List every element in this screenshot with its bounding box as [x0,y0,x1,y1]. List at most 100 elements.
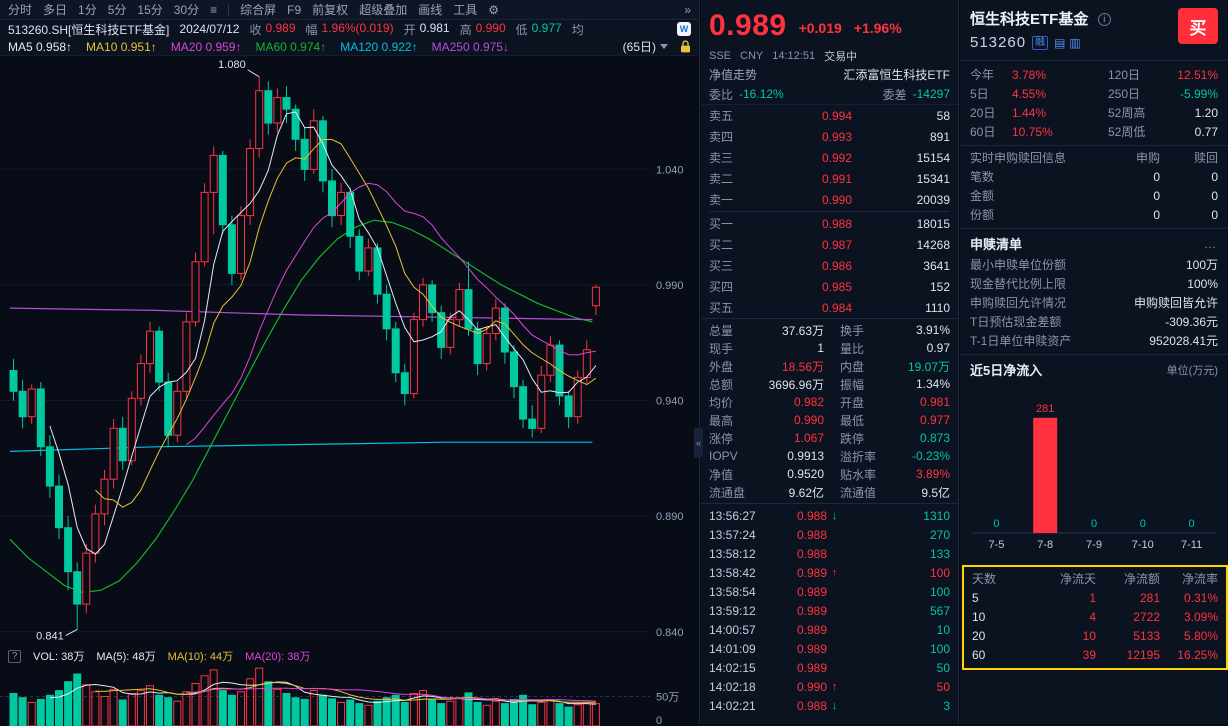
detail-label: T日预估现金差额 [970,313,1165,330]
period-tab[interactable]: 15分 [137,1,162,18]
period-tab[interactable]: 多日 [43,1,67,18]
date-label: 2024/07/12 [179,22,239,36]
tick-price: 0.989 [775,566,827,580]
related-fund-link[interactable]: 汇添富恒生科技ETF [843,66,950,83]
svg-text:0: 0 [1189,518,1195,530]
subscription-value: 0 [1160,170,1218,184]
period-selector[interactable]: (65日) [623,38,668,55]
stats-label: 内盘 [840,358,886,375]
nav-trend-link[interactable]: 净值走势 [709,66,757,83]
wencai-icon[interactable]: W [677,22,691,36]
flow-section-header: 近5日净流入 单位(万元) [960,354,1228,381]
order-book-level-label: 卖五 [709,107,749,124]
help-icon[interactable]: ? [8,650,21,663]
tick-volume: 10 [842,623,950,637]
order-book-price: 0.992 [749,151,878,165]
tick-volume: 270 [842,528,950,542]
toolbar-item[interactable]: 综合屏 [240,1,276,18]
subscription-row-label: 份额 [970,206,1102,223]
gear-icon[interactable]: ⚙ [488,3,499,17]
perf-label: 52周低 [1108,123,1160,140]
order-book-level-label: 买四 [709,278,749,295]
tick-volume: 133 [842,547,950,561]
tick-time: 14:02:18 [709,680,775,694]
tick-time: 14:01:09 [709,642,775,656]
order-book-price: 0.988 [749,217,878,231]
flow-table-cell: 16.25% [1160,648,1218,662]
tick-price: 0.988 [775,509,827,523]
stats-value: 19.07万 [886,358,950,375]
tick-price: 0.988 [775,699,827,713]
stats-label: 涨停 [709,430,755,447]
info-field-label: 高 [460,21,472,38]
hamburger-icon[interactable]: ≡ [210,3,217,17]
svg-text:1.080: 1.080 [218,59,246,71]
buy-button[interactable]: 买 [1178,8,1218,44]
chevron-double-right-icon[interactable]: » [684,3,691,17]
ma-indicator-bar: MA5 0.958↑MA10 0.951↑MA20 0.959↑MA60 0.9… [0,38,699,56]
info-icon[interactable]: i [1098,13,1111,26]
wencai-letter: W [680,24,689,34]
svg-text:0: 0 [1091,518,1097,530]
toolbar-item[interactable]: 画线 [418,1,442,18]
net-inflow-title: 近5日净流入 [970,360,1042,379]
flow-table-col-header: 净流率 [1160,570,1218,587]
stats-label: 振幅 [840,376,886,393]
period-tab[interactable]: 分时 [8,1,32,18]
nav-links-row: 净值走势 汇添富恒生科技ETF [701,64,958,84]
order-book-qty: 15154 [878,151,950,165]
period-tab[interactable]: 1分 [78,1,97,18]
toolbar-item[interactable]: F9 [287,3,301,17]
lock-icon[interactable] [680,40,691,53]
weicha-value: -14297 [913,87,950,101]
svg-text:7-5: 7-5 [988,539,1004,551]
period-tab[interactable]: 5分 [108,1,127,18]
fund-code: 513260 [970,34,1026,51]
svg-text:0: 0 [1140,518,1146,530]
toolbar-item[interactable]: 工具 [453,1,477,18]
tick-arrow-icon: ↓ [827,510,842,522]
fund-feature-icon[interactable]: ▥ [1069,36,1080,50]
flow-table-cell: 12195 [1096,648,1160,662]
fund-feature-icon[interactable]: ▤ [1054,36,1065,50]
collapse-panel-handle[interactable]: « [694,428,703,458]
subscription-row-label: 金额 [970,187,1102,204]
flow-table-cell: 4 [1016,610,1096,624]
flow-table-cell: 20 [972,629,1016,643]
stats-label: 总量 [709,322,755,339]
weicha-label: 委差 [883,86,907,103]
stats-value: 0.982 [755,395,840,409]
period-tab[interactable]: 30分 [174,1,199,18]
order-book-level-label: 卖二 [709,170,749,187]
perf-value: 1.20 [1160,106,1218,120]
toolbar-item[interactable]: 前复权 [312,1,348,18]
more-button[interactable]: … [1204,237,1218,251]
stats-value: -0.23% [886,449,950,463]
perf-value: 1.44% [1012,106,1108,120]
toolbar-item[interactable]: 超级叠加 [359,1,407,18]
order-book-level-label: 卖一 [709,191,749,208]
flow-table-cell: 10 [1016,629,1096,643]
flow-table-cell: 2722 [1096,610,1160,624]
